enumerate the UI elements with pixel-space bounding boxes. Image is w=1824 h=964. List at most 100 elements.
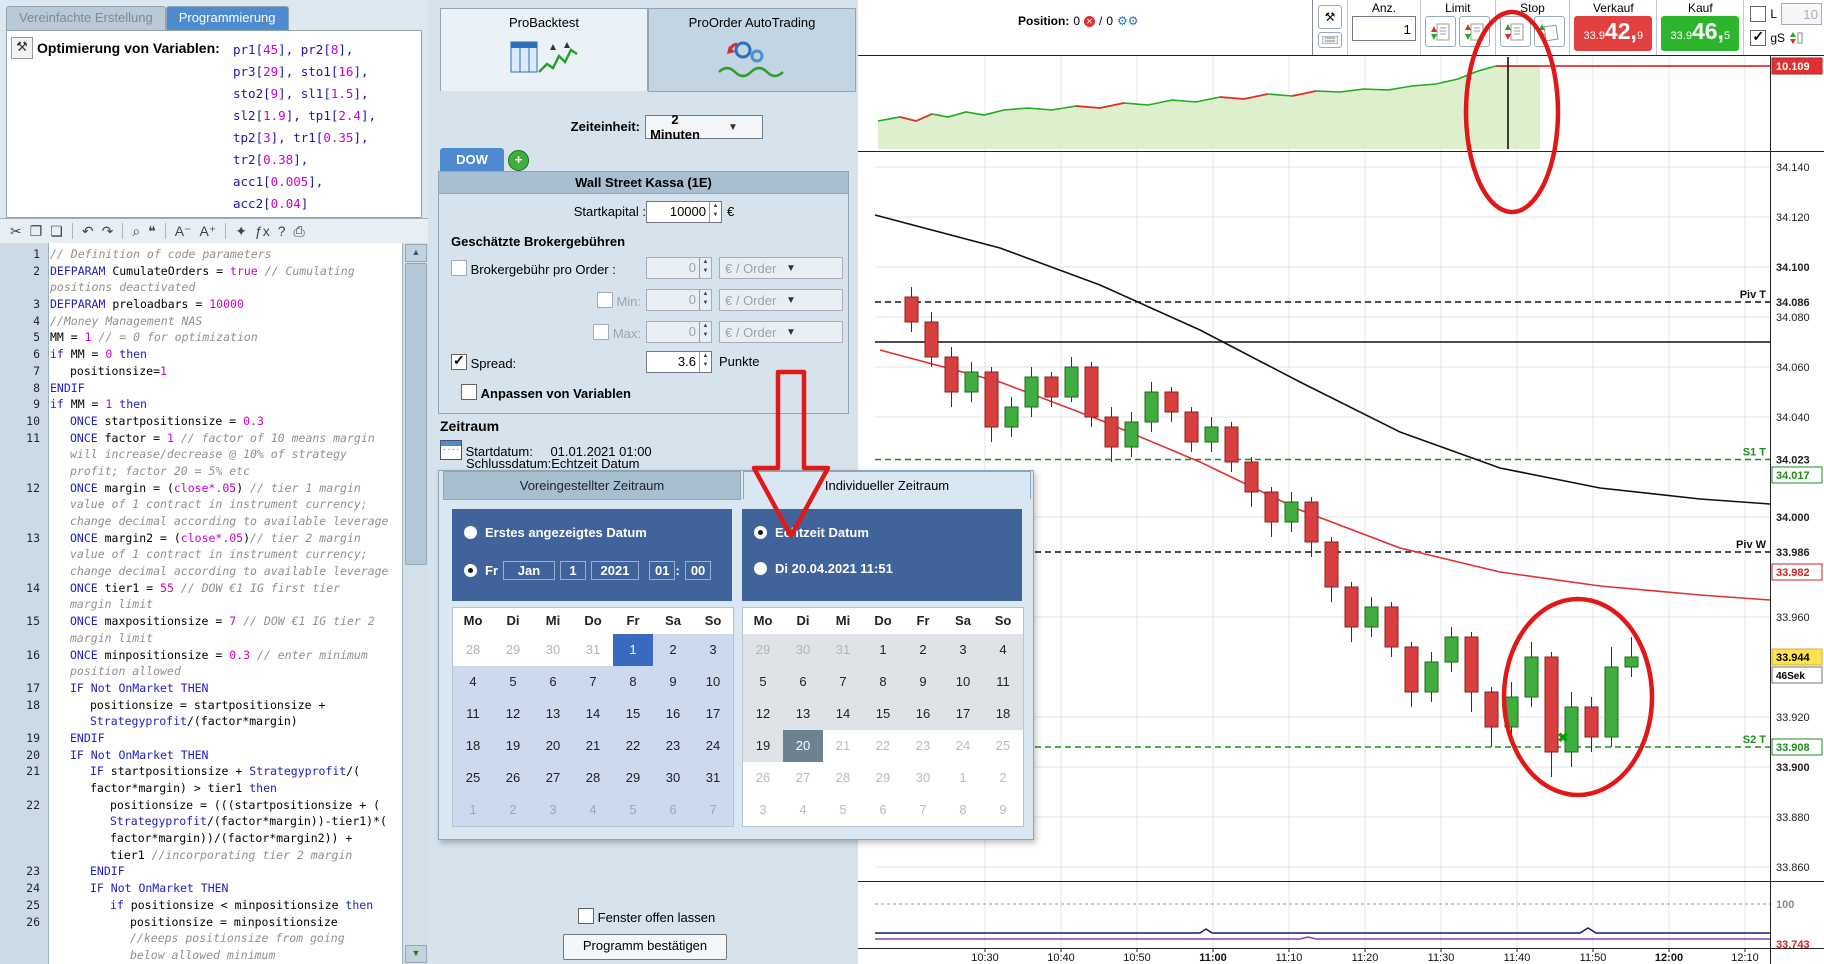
paste-icon[interactable]: ❏: [50, 222, 63, 239]
l-checkbox[interactable]: [1750, 6, 1767, 22]
order-arrows-icon[interactable]: [1789, 31, 1803, 45]
code-line[interactable]: 12 ONCE margin = (close*.05) // tier 1 ma…: [26, 480, 361, 495]
code-line[interactable]: 2 DEFPARAM CumulateOrders = true // Cumul…: [33, 263, 355, 278]
calendar-day[interactable]: 4: [573, 794, 613, 826]
sell-button[interactable]: 33.9 42, 9: [1574, 16, 1653, 51]
print-icon[interactable]: ⎙: [293, 222, 305, 239]
calendar-day[interactable]: 31: [823, 634, 863, 666]
code-line[interactable]: margin limit: [70, 630, 154, 645]
confirm-program-button[interactable]: Programm bestätigen: [563, 934, 727, 960]
tab-probacktest[interactable]: ProBacktest: [440, 8, 648, 91]
code-line[interactable]: factor*margin))/(factor*margin2)) +: [110, 831, 353, 846]
calendar-day[interactable]: 5: [743, 666, 783, 698]
code-line[interactable]: change decimal according to available le…: [70, 564, 389, 579]
calendar-day[interactable]: 19: [743, 730, 783, 762]
realtime-date-radio[interactable]: [754, 526, 767, 539]
calendar-day[interactable]: 28: [465, 642, 481, 657]
tab-programmierung[interactable]: Programmierung: [165, 6, 289, 30]
calendar-day[interactable]: 3: [943, 634, 983, 666]
calendar-icon[interactable]: [440, 440, 462, 460]
code-line[interactable]: 9 if MM = 1 then: [33, 397, 147, 412]
calendar-day[interactable]: 30: [915, 770, 931, 785]
code-line[interactable]: below allowed minimum: [130, 947, 276, 962]
gs-checkbox[interactable]: [1750, 28, 1767, 46]
code-line[interactable]: 3 DEFPARAM preloadbars = 10000: [33, 297, 244, 312]
code-line[interactable]: Strategyprofit/(factor*margin): [90, 714, 298, 729]
code-line[interactable]: 24 IF Not OnMarket THEN: [26, 881, 229, 896]
calendar-day[interactable]: 20: [783, 730, 823, 762]
keep-window-open-checkbox[interactable]: [578, 908, 594, 924]
add-instrument-button[interactable]: +: [508, 150, 529, 171]
calendar-day[interactable]: 30: [653, 762, 693, 794]
code-line[interactable]: 18 positionsize = startpositionsize +: [26, 697, 326, 712]
calendar-day[interactable]: 10: [943, 666, 983, 698]
calendar-day[interactable]: 8: [863, 666, 903, 698]
calendar-day[interactable]: 16: [653, 698, 693, 730]
calendar-day[interactable]: 4: [983, 634, 1023, 666]
calendar-day[interactable]: 3: [693, 634, 733, 666]
calendar-day[interactable]: 27: [533, 762, 573, 794]
calendar-day[interactable]: 6: [653, 794, 693, 826]
custom-start-date-radio[interactable]: [464, 564, 477, 577]
calendar-day[interactable]: 1: [453, 794, 493, 826]
calendar-day[interactable]: 27: [795, 770, 811, 785]
limit-sell-order-icon[interactable]: [1425, 16, 1457, 47]
limit-buy-order-icon[interactable]: [1459, 16, 1491, 47]
code-editor[interactable]: 1// Definition of code parameters 2 DEFPAR…: [0, 243, 402, 964]
calendar-day[interactable]: 24: [693, 730, 733, 762]
fee-order-unit-dropdown[interactable]: € / Order ▼: [719, 257, 843, 279]
stop-sell-order-icon[interactable]: [1499, 16, 1531, 47]
code-line[interactable]: value of 1 contract in instrument curren…: [70, 497, 368, 512]
calendar-day[interactable]: 26: [755, 770, 771, 785]
code-line[interactable]: 17 IF Not OnMarket THEN: [26, 680, 209, 695]
buy-button[interactable]: 33.9 46, 5: [1661, 16, 1740, 51]
calendar-day[interactable]: 8: [959, 802, 967, 817]
code-line[interactable]: 6 if MM = 0 then: [33, 347, 147, 362]
fee-order-checkbox[interactable]: [451, 260, 467, 276]
stop-buy-order-icon[interactable]: [1533, 16, 1565, 47]
gear-icon[interactable]: ⚙⚙: [1117, 14, 1139, 28]
calendar-day[interactable]: 9: [653, 666, 693, 698]
code-line[interactable]: 1// Definition of code parameters: [33, 247, 272, 261]
wrench-icon[interactable]: ⚒: [11, 37, 33, 59]
wrench-icon[interactable]: ⚒: [1317, 5, 1342, 29]
scroll-down-icon[interactable]: ▼: [405, 945, 427, 963]
code-line[interactable]: 10 ONCE startpositionsize = 0.3: [26, 413, 264, 428]
code-line[interactable]: 23 ENDIF: [26, 864, 125, 879]
code-line[interactable]: //keeps positionsize from going: [130, 931, 345, 946]
code-line[interactable]: tier1 //incorporating tier 2 margin: [110, 847, 353, 862]
calendar-day[interactable]: 7: [693, 794, 733, 826]
calendar-day[interactable]: 17: [943, 698, 983, 730]
undo-icon[interactable]: ↶: [81, 222, 94, 239]
code-line[interactable]: 8 ENDIF: [33, 380, 85, 395]
quantity-input[interactable]: [1351, 16, 1416, 41]
calendar-day[interactable]: 29: [875, 770, 891, 785]
calendar-day[interactable]: 1: [863, 634, 903, 666]
calendar-day[interactable]: 26: [493, 762, 533, 794]
calendar-day[interactable]: 5: [613, 794, 653, 826]
calendar-day[interactable]: 2: [653, 634, 693, 666]
code-scrollbar[interactable]: ▲ ▼: [402, 243, 428, 964]
calendar-day[interactable]: 2: [999, 770, 1007, 785]
tab-vereinfachte-erstellung[interactable]: Vereinfachte Erstellung: [6, 6, 166, 30]
tab-voreingestellter-zeitraum[interactable]: Voreingestellter Zeitraum: [443, 471, 741, 500]
calendar-day[interactable]: 2: [903, 634, 943, 666]
instrument-tab-dow[interactable]: DOW: [440, 148, 504, 171]
calendar-day[interactable]: 31: [693, 762, 733, 794]
fee-min-unit-dropdown[interactable]: € / Order ▼: [719, 289, 843, 311]
code-line[interactable]: profit; factor 20 = 5% etc: [70, 463, 251, 478]
calendar-day[interactable]: 13: [533, 698, 573, 730]
calendar-day[interactable]: 17: [693, 698, 733, 730]
calendar-day[interactable]: 15: [863, 698, 903, 730]
redo-icon[interactable]: ↷: [101, 222, 114, 239]
calendar-day[interactable]: 28: [835, 770, 851, 785]
calendar-day[interactable]: 5: [493, 666, 533, 698]
timeframe-dropdown[interactable]: 2 Minuten ▼: [645, 112, 763, 142]
code-line[interactable]: 16 ONCE minpositionsize = 0.3 // enter mi…: [26, 647, 368, 662]
calendar-day[interactable]: 12: [743, 698, 783, 730]
copy-icon[interactable]: ❐: [29, 222, 43, 239]
code-line[interactable]: value of 1 contract in instrument curren…: [70, 547, 368, 562]
fee-max-input[interactable]: 0 ▲ ▼: [646, 321, 712, 343]
calendar-day[interactable]: 1: [613, 634, 653, 666]
optimization-variables[interactable]: pr1[45], pr2[8], pr3[29], sto1[16], sto2[9…: [233, 39, 376, 215]
